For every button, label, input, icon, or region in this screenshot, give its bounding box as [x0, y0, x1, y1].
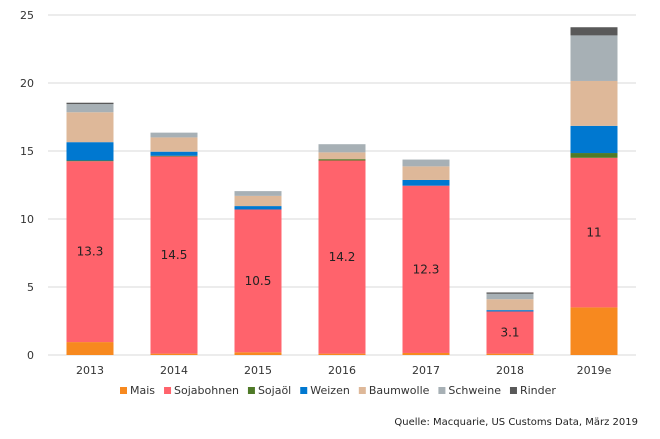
y-tick-label: 20	[20, 77, 34, 90]
legend-label: Weizen	[310, 384, 350, 397]
legend-swatch	[164, 387, 172, 394]
legend-swatch	[300, 387, 308, 394]
source-note: Quelle: Macquarie, US Customs Data, März…	[394, 417, 638, 428]
bar-segment-rinder	[570, 27, 618, 36]
bar-segment-mais	[402, 352, 450, 355]
bar-segment-mais	[486, 353, 534, 355]
bar-segment-rinder	[486, 292, 534, 294]
x-tick-label: 2017	[412, 364, 440, 377]
bar-segment-mais	[234, 352, 282, 355]
bar-segment-sojaöl	[150, 155, 198, 157]
bar-segment-sojabohnen	[66, 161, 114, 343]
bar-segment-baumwolle	[66, 112, 114, 143]
bar-segment-sojabohnen	[402, 185, 450, 353]
data-label: 12.3	[413, 262, 440, 276]
x-tick-label: 2019e	[577, 364, 612, 377]
bar-segment-baumwolle	[150, 137, 198, 152]
y-tick-label: 25	[20, 9, 34, 22]
legend-label: Sojaöl	[258, 384, 291, 397]
legend-label: Baumwolle	[369, 384, 430, 397]
legend-label: Mais	[130, 384, 155, 397]
bar-segment-mais	[318, 353, 366, 355]
y-tick-label: 15	[20, 145, 34, 158]
bar-segment-weizen	[570, 125, 618, 154]
data-label: 14.2	[329, 250, 356, 264]
legend-swatch	[438, 387, 446, 394]
bar-segment-schweine	[570, 35, 618, 81]
bar-segment-sojabohnen	[486, 311, 534, 354]
legend-label: Rinder	[520, 384, 556, 397]
bar-segment-weizen	[402, 179, 450, 186]
x-tick-label: 2014	[160, 364, 188, 377]
x-tick-label: 2018	[496, 364, 524, 377]
bar-segment-baumwolle	[402, 166, 450, 180]
data-label: 10.5	[245, 274, 272, 288]
bar-segment-schweine	[150, 132, 198, 138]
bar-segment-sojabohnen	[150, 156, 198, 354]
x-tick-label: 2016	[328, 364, 356, 377]
data-label: 3.1	[500, 326, 519, 340]
legend-label: Schweine	[448, 384, 501, 397]
bar-segment-schweine	[486, 293, 534, 300]
bar-segment-baumwolle	[486, 299, 534, 311]
bar-segment-sojabohnen	[234, 209, 282, 353]
bar-segment-weizen	[150, 151, 198, 156]
bar-segment-sojaöl	[318, 159, 366, 161]
x-tick-label: 2015	[244, 364, 272, 377]
bar-segment-baumwolle	[570, 80, 618, 126]
bar-segment-rinder	[66, 102, 114, 105]
bar-segment-schweine	[402, 159, 450, 167]
bar-segment-schweine	[234, 191, 282, 196]
bar-segment-baumwolle	[318, 152, 366, 160]
legend-swatch	[247, 387, 255, 394]
legend-swatch	[358, 387, 366, 394]
bar-segment-sojabohnen	[570, 157, 618, 308]
bar-segment-weizen	[486, 310, 534, 312]
y-tick-label: 10	[20, 213, 34, 226]
bar-segment-schweine	[66, 104, 114, 113]
stacked-bar-chart: 0 5 10 15 20 25 13.3 2013 14.5 2014 10.5 2015 14.2 20…	[20, 9, 636, 397]
legend-swatch	[120, 387, 127, 394]
bar-segment-baumwolle	[234, 195, 282, 207]
bar-segment-mais	[150, 353, 198, 355]
bar-segment-mais	[66, 342, 114, 355]
y-tick-label: 5	[27, 281, 34, 294]
bar-segment-mais	[570, 307, 618, 355]
bar-segment-weizen	[66, 142, 114, 161]
bar-segment-sojaöl	[570, 153, 618, 158]
y-tick-label: 0	[27, 349, 34, 362]
data-label: 11	[586, 226, 601, 240]
legend-label: Sojabohnen	[174, 384, 239, 397]
bar-segment-sojaöl	[66, 160, 114, 162]
x-tick-label: 2013	[76, 364, 104, 377]
data-label: 13.3	[77, 245, 104, 259]
bar-segment-schweine	[318, 144, 366, 153]
legend-swatch	[509, 387, 517, 394]
bar-segment-sojabohnen	[318, 160, 366, 354]
data-label: 14.5	[161, 248, 188, 262]
bar-segment-weizen	[234, 206, 282, 210]
